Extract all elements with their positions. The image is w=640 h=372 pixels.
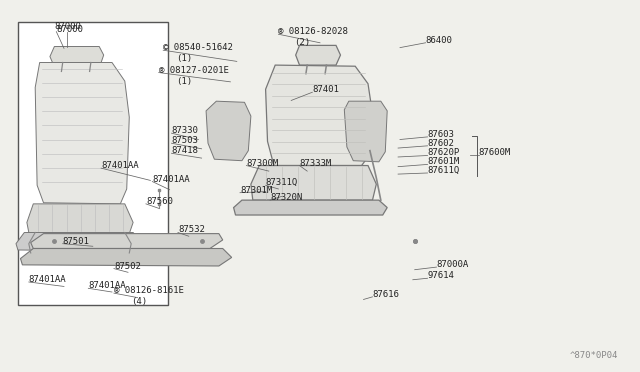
Text: © 08540-51642: © 08540-51642 (163, 43, 233, 52)
Text: 87333M: 87333M (300, 158, 332, 167)
Text: 87401AA: 87401AA (152, 174, 190, 183)
Text: 87616: 87616 (372, 290, 399, 299)
Text: ® 08126-82028: ® 08126-82028 (278, 27, 348, 36)
Polygon shape (20, 248, 232, 266)
Text: 87000: 87000 (54, 22, 81, 31)
Text: 87401: 87401 (312, 85, 339, 94)
Text: 87501: 87501 (63, 237, 90, 246)
Text: ^870*0P04: ^870*0P04 (569, 351, 618, 360)
Text: 87301M: 87301M (240, 186, 272, 195)
Text: 87560: 87560 (146, 197, 173, 206)
Text: ® 08127-0201E: ® 08127-0201E (159, 65, 228, 74)
Text: 87601M: 87601M (428, 157, 460, 166)
Text: 87320N: 87320N (270, 193, 302, 202)
Text: 87330: 87330 (172, 126, 198, 135)
Text: 87611Q: 87611Q (428, 166, 460, 175)
Bar (18, 22, 168, 305)
Text: 87401AA: 87401AA (88, 281, 126, 290)
Text: (4): (4) (131, 297, 147, 306)
Text: (1): (1) (176, 54, 192, 63)
Text: ® 08126-8161E: ® 08126-8161E (114, 286, 184, 295)
Polygon shape (234, 200, 387, 215)
Text: 87300M: 87300M (246, 158, 278, 167)
Text: 87602: 87602 (428, 139, 454, 148)
Text: 87620P: 87620P (428, 148, 460, 157)
Text: 87532: 87532 (178, 225, 205, 234)
Polygon shape (16, 232, 142, 251)
Text: 87401AA: 87401AA (29, 275, 67, 284)
Polygon shape (344, 101, 387, 162)
Text: 87418: 87418 (172, 146, 198, 155)
Text: 87603: 87603 (428, 130, 454, 139)
Text: 86400: 86400 (426, 36, 452, 45)
Polygon shape (27, 204, 133, 234)
Text: 87000A: 87000A (436, 260, 468, 269)
Polygon shape (35, 62, 129, 204)
Text: 87000: 87000 (56, 25, 83, 33)
Text: (2): (2) (294, 38, 310, 47)
Polygon shape (251, 166, 376, 200)
Polygon shape (50, 46, 104, 62)
Polygon shape (206, 101, 251, 161)
Polygon shape (31, 234, 223, 248)
Text: 87401AA: 87401AA (101, 161, 139, 170)
Text: (1): (1) (176, 77, 192, 86)
Text: 87600M: 87600M (479, 148, 511, 157)
Text: 87502: 87502 (114, 262, 141, 270)
Text: 87503: 87503 (172, 136, 198, 145)
Text: 97614: 97614 (428, 271, 454, 280)
Polygon shape (296, 45, 340, 65)
Text: 87311Q: 87311Q (266, 178, 298, 187)
Polygon shape (266, 65, 372, 166)
